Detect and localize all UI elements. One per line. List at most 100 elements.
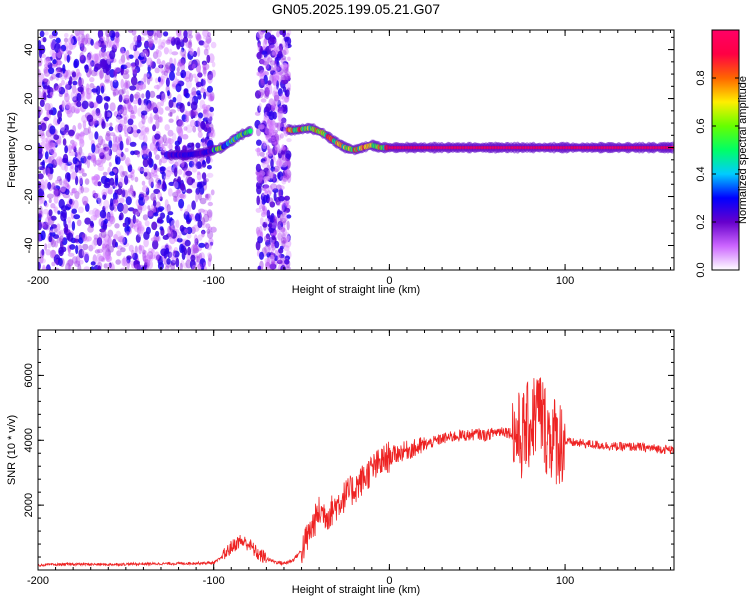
noise-speck [285, 174, 290, 181]
noise-speck [83, 266, 90, 270]
noise-speck [258, 102, 262, 112]
noise-speck [257, 42, 261, 48]
noise-speck [147, 157, 153, 166]
snr-y-tick-label: 4000 [23, 428, 35, 452]
noise-speck [127, 207, 135, 212]
noise-speck [142, 250, 148, 259]
noise-speck [125, 62, 132, 69]
noise-speck [70, 102, 77, 111]
noise-speck [157, 116, 162, 123]
noise-speck [71, 187, 77, 194]
noise-speck [107, 186, 113, 194]
noise-speck [136, 151, 141, 158]
noise-speck [207, 93, 215, 102]
noise-speck [74, 30, 80, 37]
noise-speck [66, 259, 74, 267]
noise-speck [144, 73, 150, 78]
noise-speck [122, 222, 127, 227]
noise-speck [279, 256, 286, 266]
noise-speck [264, 87, 270, 97]
noise-speck [48, 235, 53, 243]
noise-speck [123, 102, 128, 110]
noise-speck [279, 133, 284, 139]
noise-speck [77, 79, 83, 88]
noise-speck [176, 189, 181, 194]
noise-speck [97, 162, 104, 168]
noise-speck [188, 39, 192, 46]
noise-speck [42, 264, 46, 270]
noise-speck [147, 30, 154, 37]
noise-speck [195, 192, 199, 203]
noise-speck [133, 94, 140, 99]
noise-speck [284, 202, 289, 208]
noise-speck [257, 65, 265, 74]
noise-speck [185, 40, 192, 49]
noise-speck [112, 91, 116, 97]
noise-speck [59, 127, 67, 136]
noise-speck [38, 200, 42, 205]
noise-speck [285, 150, 292, 160]
noise-speck [118, 165, 124, 176]
noise-speck [174, 189, 182, 195]
noise-speck [112, 134, 117, 143]
noise-speck [274, 66, 280, 72]
noise-speck [42, 266, 47, 270]
noise-speck [277, 171, 284, 181]
noise-speck [78, 164, 82, 171]
noise-speck [276, 31, 280, 38]
noise-speck [91, 239, 97, 250]
noise-speck [176, 191, 182, 197]
noise-speck [208, 226, 213, 231]
noise-speck [150, 61, 156, 69]
noise-speck [55, 60, 63, 66]
noise-speck [140, 204, 147, 212]
noise-speck [175, 219, 180, 229]
noise-speck [172, 101, 177, 108]
noise-speck [79, 31, 84, 37]
noise-speck [140, 193, 148, 198]
noise-speck [164, 203, 168, 212]
noise-speck [170, 259, 176, 266]
noise-speck [63, 37, 69, 43]
noise-speck [158, 158, 162, 166]
noise-speck [273, 91, 280, 102]
noise-speck [70, 139, 75, 145]
noise-speck [159, 226, 164, 231]
noise-speck [286, 235, 291, 241]
noise-speck [280, 214, 288, 221]
noise-speck [45, 264, 51, 270]
noise-speck [255, 163, 261, 173]
noise-speck [98, 255, 105, 262]
noise-speck [147, 210, 153, 217]
noise-speck [277, 146, 282, 154]
noise-speck [80, 185, 84, 194]
noise-speck [182, 173, 186, 178]
noise-speck [198, 112, 203, 119]
noise-speck [155, 230, 160, 237]
noise-speck [141, 114, 148, 120]
noise-speck [81, 37, 88, 45]
noise-speck [58, 229, 64, 237]
noise-speck [104, 239, 110, 250]
noise-speck [82, 236, 90, 243]
noise-speck [203, 178, 209, 183]
noise-speck [130, 150, 135, 156]
noise-speck [87, 53, 93, 62]
noise-speck [101, 246, 106, 253]
noise-speck [96, 94, 103, 104]
noise-speck [196, 172, 202, 181]
noise-speck [188, 110, 195, 117]
noise-speck [119, 119, 125, 127]
noise-speck [55, 85, 62, 92]
noise-speck [280, 62, 288, 70]
noise-speck [273, 229, 278, 235]
noise-speck [60, 161, 67, 171]
noise-speck [137, 204, 143, 215]
noise-speck [276, 184, 282, 190]
noise-speck [55, 73, 63, 78]
noise-speck [176, 124, 183, 134]
noise-speck [180, 57, 186, 65]
noise-speck [137, 226, 142, 235]
noise-speck [273, 165, 280, 172]
noise-speck [54, 69, 59, 75]
